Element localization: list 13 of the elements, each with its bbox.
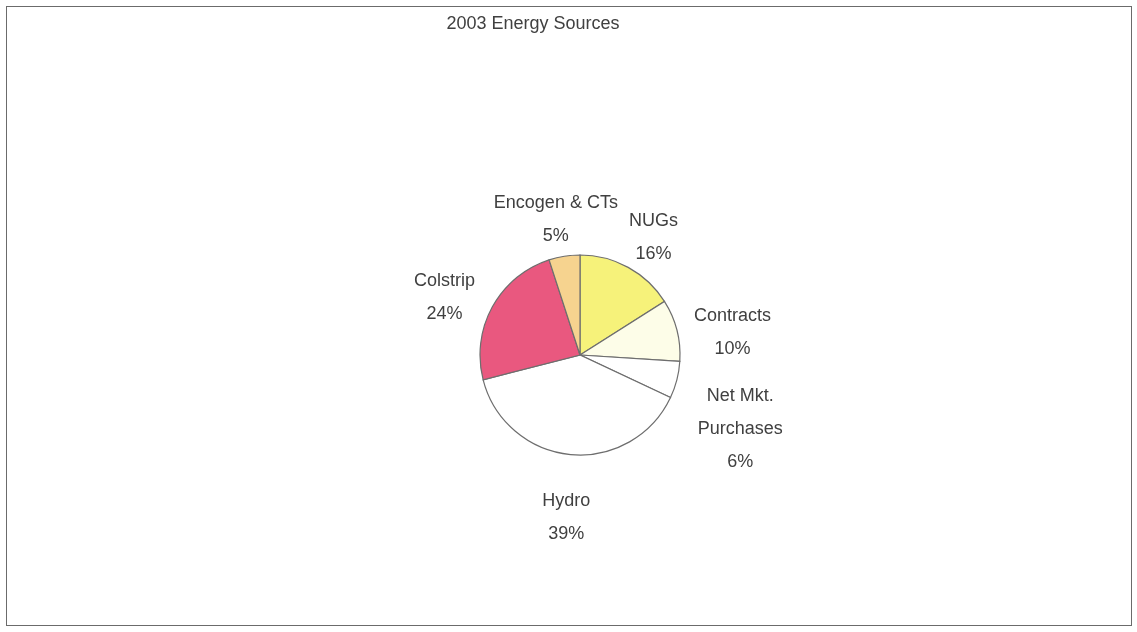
slice-label: Colstrip bbox=[413, 269, 475, 290]
data-label: 24% bbox=[426, 302, 463, 323]
chart-title: 2003 Energy Sources bbox=[446, 13, 620, 33]
data-label: 39% bbox=[548, 523, 585, 544]
slice-label: Hydro bbox=[542, 490, 591, 511]
data-label: 6% bbox=[727, 451, 754, 472]
data-label: 5% bbox=[542, 224, 569, 245]
slice-label: NUGs bbox=[629, 210, 679, 231]
data-label: 16% bbox=[635, 243, 672, 264]
data-label: 10% bbox=[714, 337, 751, 358]
slice-label: Encogen & CTs bbox=[493, 191, 618, 212]
slice-label: Net Mkt. Purchases bbox=[697, 385, 783, 439]
slice-label: Contracts bbox=[694, 304, 772, 325]
